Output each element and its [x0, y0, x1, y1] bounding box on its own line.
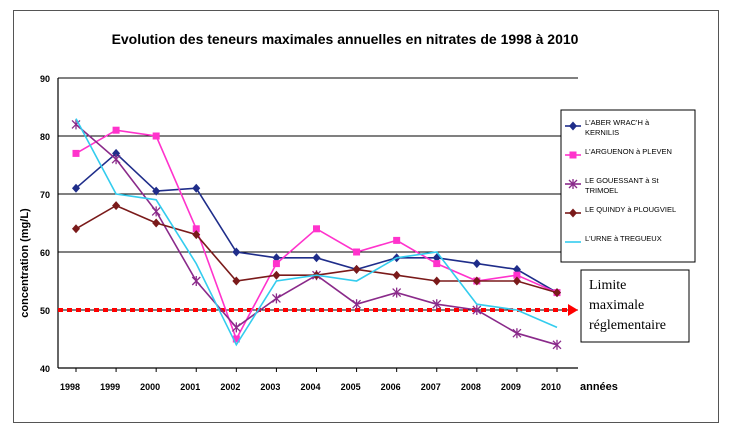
- data-point: [192, 230, 201, 240]
- legend-label: L'ARGUENON à PLEVEN: [585, 147, 672, 156]
- data-point: [232, 335, 240, 343]
- data-point: [272, 260, 280, 268]
- x-tick-label: 1998: [60, 382, 80, 392]
- x-tick-label: 2002: [220, 382, 240, 392]
- data-point: [512, 264, 521, 274]
- legend-label-cont: TRIMOEL: [585, 186, 618, 195]
- data-point: [512, 276, 521, 286]
- x-tick-label: 2007: [421, 382, 441, 392]
- x-tick-label: 2005: [341, 382, 361, 392]
- legend-label: L'ABER WRAC'H à: [585, 118, 650, 127]
- y-tick-label: 60: [40, 248, 50, 258]
- data-point: [192, 183, 201, 193]
- legend-box: [560, 109, 696, 263]
- data-point: [72, 183, 80, 193]
- data-point: [512, 328, 522, 339]
- chart-title: Evolution des teneurs maximales annuelle…: [112, 31, 579, 47]
- legend-label: LE GOUESSANT à St: [585, 176, 660, 185]
- data-point: [353, 248, 361, 256]
- y-tick-label: 70: [40, 190, 50, 200]
- x-axis-title: années: [580, 381, 618, 393]
- data-point: [111, 154, 121, 165]
- data-point: [272, 270, 281, 280]
- data-point: [151, 206, 161, 217]
- data-point: [392, 287, 402, 298]
- data-point: [232, 247, 241, 257]
- data-point: [313, 225, 320, 233]
- data-point: [152, 218, 161, 228]
- data-point: [472, 305, 482, 315]
- data-point: [432, 299, 442, 310]
- data-point: [231, 322, 241, 333]
- x-tick-label: 2000: [140, 382, 160, 392]
- data-point: [513, 271, 521, 279]
- x-tick-label: 2009: [501, 382, 521, 392]
- limit-annotation-text: Limite: [589, 278, 626, 293]
- data-point: [553, 288, 561, 298]
- data-point: [191, 276, 201, 286]
- data-point: [112, 126, 120, 134]
- data-point: [112, 148, 121, 158]
- legend-label: LE QUINDY à PLOUGVIEL: [585, 205, 676, 214]
- x-tick-label: 1999: [100, 382, 120, 392]
- limit-annotation-text: réglementaire: [589, 318, 666, 333]
- data-point: [472, 259, 481, 269]
- data-point: [112, 201, 121, 211]
- data-point: [312, 253, 321, 263]
- legend-label: L'URNE à TREGUEUX: [585, 234, 662, 243]
- legend-label-cont: KERNILIS: [585, 128, 619, 137]
- legend-marker: [569, 208, 577, 218]
- series-line-2: [75, 129, 558, 341]
- y-tick-label: 80: [40, 132, 50, 142]
- data-point: [392, 270, 401, 280]
- data-point: [152, 132, 160, 140]
- y-tick-label: 50: [40, 306, 50, 316]
- x-tick-label: 2010: [541, 382, 561, 392]
- data-point: [352, 264, 361, 274]
- x-tick-label: 2003: [260, 382, 280, 392]
- limit-annotation-text: maximale: [589, 298, 644, 313]
- x-tick-label: 2004: [300, 382, 320, 392]
- data-point: [192, 225, 200, 233]
- data-point: [232, 276, 241, 286]
- data-point: [352, 299, 362, 310]
- series-line-5: [75, 118, 558, 347]
- legend-marker: [569, 151, 577, 159]
- y-tick-label: 40: [40, 364, 50, 374]
- limit-arrow: [568, 304, 578, 316]
- data-point: [272, 253, 281, 263]
- data-point: [393, 236, 401, 244]
- data-point: [271, 293, 281, 304]
- x-tick-label: 2008: [461, 382, 481, 392]
- data-point: [552, 339, 562, 350]
- data-point: [432, 276, 441, 286]
- legend-marker: [569, 121, 577, 131]
- data-point: [433, 260, 441, 268]
- x-tick-label: 2006: [381, 382, 401, 392]
- y-tick-label: 90: [40, 74, 50, 84]
- data-point: [72, 224, 80, 234]
- y-axis-title: concentration (mg/L): [19, 208, 31, 318]
- chart-frame: [13, 10, 719, 423]
- legend-marker: [568, 179, 578, 189]
- data-point: [71, 119, 81, 130]
- data-point: [472, 276, 481, 286]
- data-point: [72, 149, 80, 157]
- limit-annotation-box: [580, 269, 690, 343]
- x-tick-label: 2001: [180, 382, 200, 392]
- data-point: [152, 186, 161, 196]
